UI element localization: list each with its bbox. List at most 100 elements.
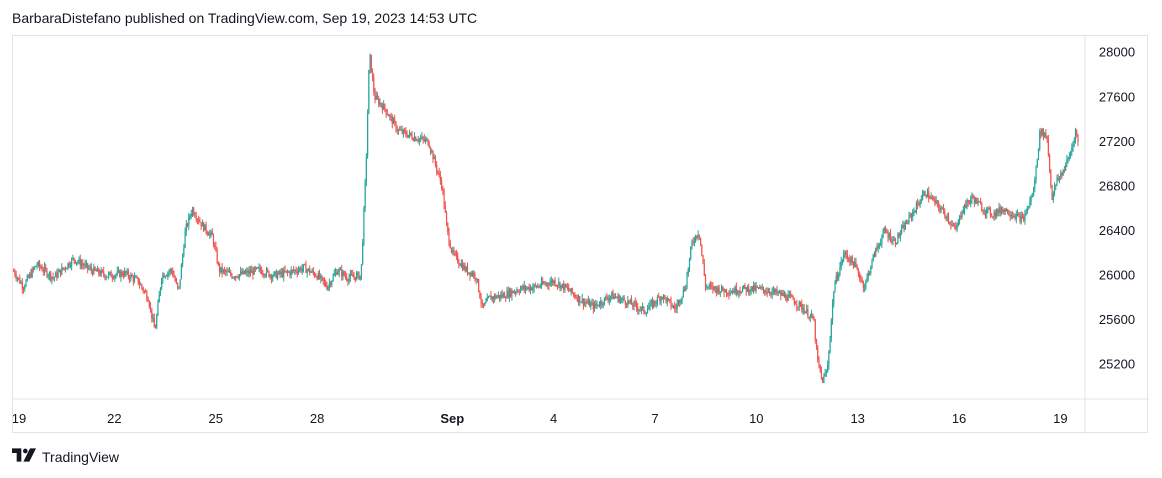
candle-body <box>321 275 323 278</box>
candle-body <box>449 242 451 249</box>
candle-body <box>494 295 496 299</box>
candle-body <box>82 263 84 265</box>
candle-body <box>376 95 379 99</box>
candle-body <box>1041 128 1043 135</box>
candlestick-chart[interactable]: 25200 25600 26000 26400 26800 27200 27600 28000… <box>13 36 1149 434</box>
candle-body <box>297 270 300 273</box>
candle-body <box>560 284 562 289</box>
candle-body <box>94 267 96 270</box>
candle-body <box>26 276 28 281</box>
candle-body <box>117 270 120 272</box>
candle-body <box>819 364 821 372</box>
candle-body <box>457 254 459 263</box>
candle-body <box>1016 213 1019 215</box>
candle-body <box>286 270 289 273</box>
candle-body <box>338 269 340 273</box>
candle-body <box>940 209 942 211</box>
candle-body <box>808 317 810 319</box>
candle-body <box>347 279 349 282</box>
candle-body <box>226 271 228 273</box>
candle-body <box>857 269 860 275</box>
candle-body <box>938 202 940 208</box>
candle-body <box>21 282 23 289</box>
candle-body <box>1019 214 1021 222</box>
candle-body <box>764 289 766 293</box>
candle-body <box>1008 213 1010 215</box>
candle-body <box>413 136 416 141</box>
candle-body <box>866 276 868 281</box>
candle-body <box>399 129 401 131</box>
candle-body <box>854 261 856 268</box>
candle-body <box>326 286 328 290</box>
candle-body <box>944 211 946 216</box>
candle-body <box>64 267 67 269</box>
candle-body <box>1003 208 1005 213</box>
candle-body <box>769 291 771 294</box>
candle-body <box>920 199 922 203</box>
candle-body <box>334 271 337 274</box>
chart-panel[interactable]: 25200 25600 26000 26400 26800 27200 27600 28000… <box>12 35 1149 434</box>
candle-body <box>349 273 351 278</box>
candle-body <box>392 119 395 125</box>
candle-body <box>135 276 137 278</box>
candle-body <box>136 276 138 278</box>
candle-body <box>988 207 990 209</box>
candle-body <box>317 273 319 280</box>
candle-body <box>288 271 290 273</box>
candle-body <box>269 275 271 277</box>
candle-body <box>522 286 524 289</box>
candle-body <box>635 303 638 308</box>
candle-body <box>395 122 397 130</box>
candle-body <box>982 211 984 213</box>
candle-body <box>45 266 47 270</box>
candle-body <box>130 275 132 280</box>
tradingview-brand[interactable]: TradingView <box>12 447 119 467</box>
candle-body <box>207 233 210 236</box>
candle-body <box>704 275 707 288</box>
candle-body <box>915 203 918 213</box>
candle-body <box>439 174 441 181</box>
candle-body <box>368 70 370 114</box>
candle-body <box>679 300 681 303</box>
candle-body <box>883 229 885 231</box>
candle-body <box>459 264 461 266</box>
candle-body <box>946 216 948 219</box>
candle-body <box>387 114 390 117</box>
candle-body <box>390 115 392 117</box>
candle-body <box>864 287 866 289</box>
candle-body <box>558 282 560 286</box>
candle-body <box>348 277 350 282</box>
candle-body <box>260 270 263 274</box>
candle-body <box>827 365 829 372</box>
candle-body <box>534 284 536 286</box>
candle-body <box>233 277 236 279</box>
time-tick-label: 4 <box>550 411 557 426</box>
candle-body <box>563 283 565 290</box>
candle-body <box>893 239 895 241</box>
candle-body <box>870 267 872 274</box>
candle-body <box>52 276 54 278</box>
candle-body <box>1009 214 1011 217</box>
candle-body <box>607 299 609 301</box>
candle-body <box>806 308 808 312</box>
candle-body <box>69 265 72 267</box>
candle-body <box>659 297 661 302</box>
candle-body <box>89 267 91 269</box>
candle-body <box>115 274 117 276</box>
candle-body <box>903 225 905 230</box>
candle-body <box>1053 186 1056 193</box>
candle-body <box>157 302 159 316</box>
candle-body <box>623 297 625 301</box>
candle-body <box>322 277 324 281</box>
candle-body <box>112 277 115 279</box>
candle-body <box>342 271 344 277</box>
candle-body <box>72 257 74 259</box>
candle-body <box>274 271 276 273</box>
candle-body <box>15 275 17 279</box>
candle-body <box>492 296 495 299</box>
candle-body <box>402 129 404 134</box>
candle-body <box>929 198 931 200</box>
candle-body <box>954 226 956 228</box>
candle-body <box>78 259 80 262</box>
candle-body <box>749 291 751 293</box>
